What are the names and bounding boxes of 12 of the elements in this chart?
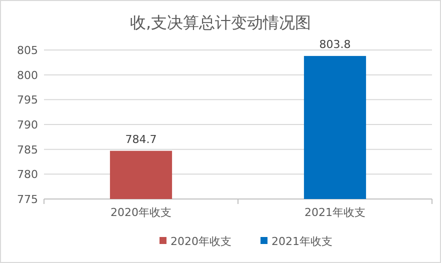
data-label: 803.8 — [319, 38, 351, 51]
legend-label: 2020年收支 — [170, 235, 232, 248]
chart-title: 收,支决算总计变动情况图 — [130, 13, 312, 32]
data-label: 784.7 — [125, 132, 157, 146]
y-tick-label: 800 — [17, 68, 38, 82]
legend-label: 2021年收支 — [272, 235, 332, 248]
y-tick-label: 795 — [17, 94, 38, 107]
y-tick-label: 775 — [17, 193, 38, 206]
y-tick-label: 790 — [17, 118, 38, 132]
y-tick-label: 780 — [17, 168, 38, 182]
y-tick-label: 805 — [17, 44, 38, 57]
y-tick-label: 785 — [17, 143, 38, 156]
